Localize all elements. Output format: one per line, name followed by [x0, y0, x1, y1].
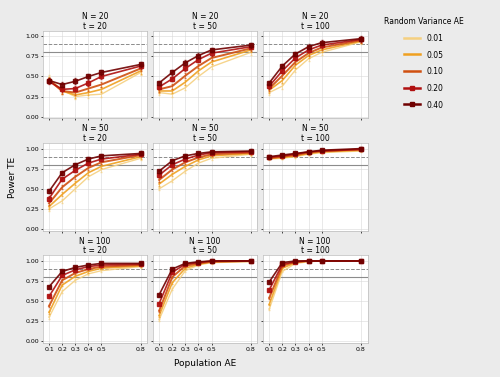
- Text: t = 100: t = 100: [300, 22, 330, 31]
- Text: t = 20: t = 20: [83, 22, 107, 31]
- Text: N = 50: N = 50: [82, 124, 108, 133]
- Text: N = 20: N = 20: [302, 12, 328, 21]
- Text: N = 50: N = 50: [192, 124, 218, 133]
- Text: N = 20: N = 20: [192, 12, 218, 21]
- Text: N = 20: N = 20: [82, 12, 108, 21]
- Text: N = 100: N = 100: [300, 237, 331, 246]
- Text: Population AE: Population AE: [174, 359, 236, 368]
- Text: t = 100: t = 100: [300, 134, 330, 143]
- Text: t = 50: t = 50: [193, 134, 217, 143]
- Text: N = 100: N = 100: [190, 237, 220, 246]
- Text: t = 50: t = 50: [193, 22, 217, 31]
- Text: N = 100: N = 100: [79, 237, 110, 246]
- Text: Power TE: Power TE: [8, 156, 17, 198]
- Text: t = 50: t = 50: [193, 247, 217, 256]
- Text: N = 50: N = 50: [302, 124, 328, 133]
- Text: t = 20: t = 20: [83, 134, 107, 143]
- Legend: 0.01, 0.05, 0.10, 0.20, 0.40: 0.01, 0.05, 0.10, 0.20, 0.40: [382, 15, 466, 112]
- Text: t = 100: t = 100: [300, 247, 330, 256]
- Text: t = 20: t = 20: [83, 247, 107, 256]
